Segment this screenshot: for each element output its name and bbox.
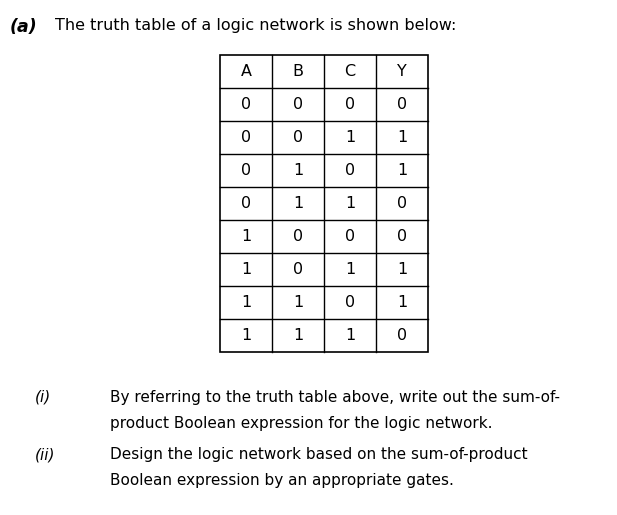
Text: 0: 0 [293, 97, 303, 112]
Text: B: B [292, 64, 304, 79]
Text: 1: 1 [397, 130, 407, 145]
Text: C: C [344, 64, 355, 79]
Text: (a): (a) [10, 18, 38, 36]
Text: 1: 1 [397, 262, 407, 277]
Text: (ii): (ii) [35, 447, 56, 462]
Text: product Boolean expression for the logic network.: product Boolean expression for the logic… [110, 416, 492, 431]
Text: Y: Y [397, 64, 407, 79]
Text: 1: 1 [397, 163, 407, 178]
Bar [220, 55, 428, 352]
Text: 0: 0 [397, 328, 407, 343]
Text: 1: 1 [345, 328, 355, 343]
Text: 0: 0 [241, 130, 251, 145]
Text: 0: 0 [397, 196, 407, 211]
Text: A: A [241, 64, 252, 79]
Text: 1: 1 [293, 163, 303, 178]
Text: 0: 0 [345, 229, 355, 244]
Text: 0: 0 [293, 130, 303, 145]
Text: 0: 0 [293, 262, 303, 277]
Text: 1: 1 [293, 328, 303, 343]
Text: 1: 1 [293, 196, 303, 211]
Text: Boolean expression by an appropriate gates.: Boolean expression by an appropriate gat… [110, 473, 454, 488]
Text: 1: 1 [241, 262, 251, 277]
Text: 0: 0 [293, 229, 303, 244]
Text: 1: 1 [241, 229, 251, 244]
Text: 0: 0 [397, 229, 407, 244]
Text: 0: 0 [241, 97, 251, 112]
Text: 0: 0 [345, 97, 355, 112]
Text: 1: 1 [345, 196, 355, 211]
Text: By referring to the truth table above, write out the sum-of-: By referring to the truth table above, w… [110, 390, 560, 405]
Text: 1: 1 [241, 295, 251, 310]
Text: Design the logic network based on the sum-of-product: Design the logic network based on the su… [110, 447, 528, 462]
Text: The truth table of a logic network is shown below:: The truth table of a logic network is sh… [55, 18, 457, 33]
Text: 0: 0 [241, 163, 251, 178]
Text: 1: 1 [241, 328, 251, 343]
Text: 0: 0 [397, 97, 407, 112]
Text: 1: 1 [397, 295, 407, 310]
Text: (i): (i) [35, 390, 51, 405]
Text: 0: 0 [345, 295, 355, 310]
Text: 1: 1 [345, 262, 355, 277]
Text: 1: 1 [345, 130, 355, 145]
Text: 0: 0 [241, 196, 251, 211]
Text: 1: 1 [293, 295, 303, 310]
Text: 0: 0 [345, 163, 355, 178]
